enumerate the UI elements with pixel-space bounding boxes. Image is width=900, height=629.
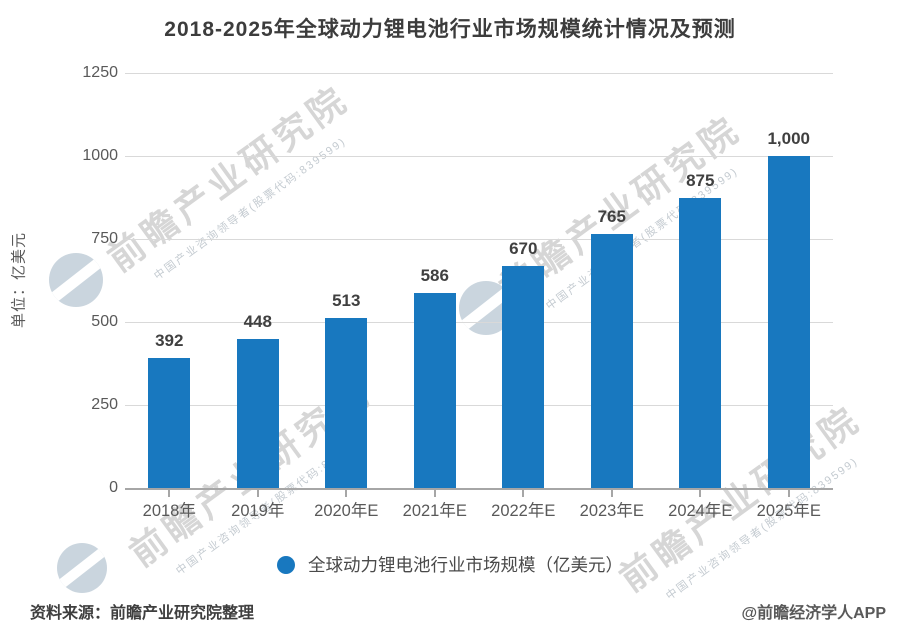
app-credit: @前瞻经济学人APP xyxy=(741,605,886,622)
chart-title: 2018-2025年全球动力锂电池行业市场规模统计情况及预测 xyxy=(164,18,736,41)
x-tick-label: 2025年E xyxy=(756,502,821,520)
source-note: 资料来源：前瞻产业研究院整理 xyxy=(30,605,255,622)
bar xyxy=(679,197,722,488)
y-axis-unit-label: 单位：亿美元 xyxy=(10,231,28,329)
bar-cell: 670 xyxy=(479,73,568,497)
y-tick-label: 500 xyxy=(91,313,118,330)
bar-value-label: 765 xyxy=(597,207,626,227)
y-axis-labels: 1250 1000 750 500 250 0 xyxy=(30,64,118,496)
bar xyxy=(325,317,368,488)
y-tick-label: 750 xyxy=(91,230,118,247)
x-tick-label: 2023年E xyxy=(579,502,644,520)
gridline xyxy=(125,405,833,406)
gridline xyxy=(125,73,833,74)
y-tick-label: 0 xyxy=(109,479,118,496)
legend-label: 全球动力锂电池行业市场规模（亿美元） xyxy=(308,555,623,575)
x-tick-label: 2021年E xyxy=(402,502,467,520)
bar-value-label: 1,000 xyxy=(767,129,811,148)
x-tick-label: 2019年 xyxy=(231,502,285,520)
y-tick-label: 1000 xyxy=(82,147,118,164)
x-axis-tick xyxy=(168,490,171,497)
bar-cell: 448 xyxy=(214,73,303,497)
legend-dot-icon xyxy=(277,555,295,574)
bar-series: 392 448 513 586 670 765 875 1,000 xyxy=(125,73,834,497)
bar-cell: 875 xyxy=(656,73,745,497)
x-axis-tick xyxy=(522,490,525,497)
bar-cell: 765 xyxy=(568,73,657,497)
legend: 全球动力锂电池行业市场规模（亿美元） xyxy=(0,552,900,577)
x-tick-label: 2024年E xyxy=(668,502,733,520)
bar-cell: 513 xyxy=(302,73,391,497)
bar-value-label: 392 xyxy=(155,330,184,350)
x-axis-tick xyxy=(699,490,702,497)
bar-cell: 392 xyxy=(125,73,214,497)
x-axis-tick xyxy=(256,490,259,497)
bar-value-label: 875 xyxy=(686,170,715,190)
bar-value-label: 586 xyxy=(420,266,449,286)
x-axis-tick xyxy=(433,490,436,497)
y-tick-label: 1250 xyxy=(82,64,118,81)
bar-cell: 1,000 xyxy=(745,73,834,497)
x-tick-label: 2018年 xyxy=(142,502,196,520)
gridline xyxy=(125,156,833,157)
bar xyxy=(413,293,456,488)
x-axis-tick xyxy=(345,490,348,497)
y-tick-label: 250 xyxy=(91,396,118,413)
x-axis-line xyxy=(125,488,833,490)
x-tick-label: 2020年E xyxy=(314,502,379,520)
bar xyxy=(590,234,633,488)
x-axis-tick xyxy=(610,490,613,497)
bar xyxy=(148,357,191,488)
gridline xyxy=(125,239,833,240)
x-axis-labels: 2018年 2019年 2020年E 2021年E 2022年E 2023年E 2024年E… xyxy=(125,497,833,521)
bar-value-label: 448 xyxy=(243,312,272,332)
plot-area: 392 448 513 586 670 765 875 1,000 xyxy=(125,73,834,497)
bar-value-label: 513 xyxy=(332,290,361,310)
bar xyxy=(502,265,545,488)
x-tick-label: 2022年E xyxy=(491,502,556,520)
bar xyxy=(767,156,810,488)
bar xyxy=(236,339,279,488)
x-axis-tick xyxy=(787,490,790,497)
bar-value-label: 670 xyxy=(509,238,538,258)
bar-cell: 586 xyxy=(391,73,480,497)
